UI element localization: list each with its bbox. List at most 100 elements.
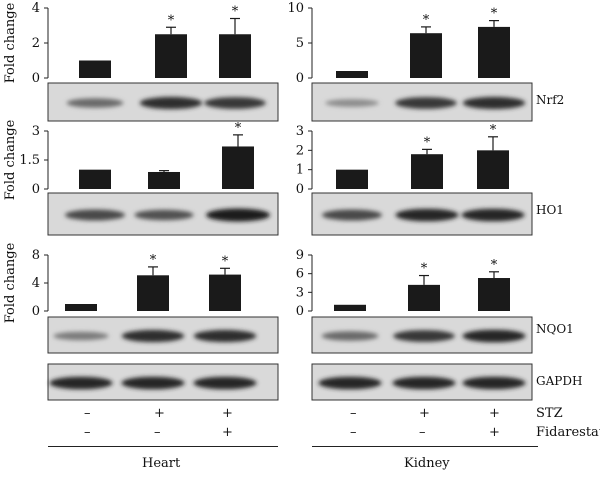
y-tick-label: 0 [296,304,304,319]
bar [155,34,187,78]
bar [222,146,254,189]
label-ho1: HO1 [536,203,564,217]
heart-group-label: Heart [142,456,181,471]
fid-heart-3: + [222,425,233,440]
significance-star: * [491,258,498,273]
label-gapdh: GAPDH [536,374,583,388]
bar [408,284,440,311]
y-axis-label: Fold change [3,119,18,200]
y-tick-label: 3 [296,285,304,300]
chart-kidney-ho1: 0 1 2 3 * * [296,123,509,197]
fid-kidney-3: + [489,425,500,440]
bar [148,171,180,189]
stz-label: STZ [536,406,563,421]
blot-band [318,376,382,390]
kidney-group-label: Kidney [404,456,450,471]
bar [137,275,169,311]
significance-star: * [222,254,229,269]
blot-band [121,376,185,390]
y-axis-label: Fold change [3,2,18,83]
bar [477,150,509,189]
y-tick-label: 0 [32,304,40,319]
y-tick-label: 0 [296,182,304,197]
chart-heart-ho1: 0 1.5 3 Fold change * [3,119,254,200]
label-nqo1: NQO1 [536,322,574,336]
y-tick-label: 4 [32,276,40,291]
y-tick-label: 2 [32,36,40,51]
blot-heart-gapdh [47,363,279,401]
blot-kidney-nrf2 [311,82,533,122]
significance-star: * [423,13,430,28]
blot-band [325,99,379,107]
chart-heart-nqo1: 0 4 8 Fold change * * [3,242,241,323]
bar [478,26,510,78]
blot-band [134,209,194,221]
bar [410,33,442,78]
fid-kidney-2: – [419,425,426,440]
y-tick-label: 0 [32,182,40,197]
y-tick-label: 8 [32,248,40,263]
y-tick-label: 2 [296,143,304,158]
bar [336,71,368,78]
blot-heart-nqo1 [47,316,279,354]
blot-band [49,376,113,390]
y-tick-label: 4 [32,1,40,16]
bar [79,60,111,78]
fid-heart-2: – [154,425,161,440]
blot-band [206,208,270,222]
y-tick-label: 1 [296,163,304,178]
y-tick-label: 5 [296,36,304,51]
bar [209,274,241,311]
stz-kidney-2: + [419,406,430,421]
blot-band [193,329,257,343]
blot-band [462,96,526,110]
blot-heart-nrf2 [47,82,279,122]
blot-band [53,331,109,341]
stz-heart-2: + [154,406,165,421]
blot-kidney-ho1 [311,192,533,236]
significance-star: * [232,5,239,20]
bar [219,34,251,78]
significance-star: * [491,7,498,22]
blot-band [321,331,379,341]
y-tick-label: 0 [32,71,40,86]
stz-heart-1: – [84,406,91,421]
chart-kidney-nqo1: 0 3 6 9 * * [296,248,510,319]
blot-band [193,376,257,390]
bar [65,304,97,311]
blot-band [462,329,526,343]
significance-star: * [421,262,428,277]
y-tick-label: 1.5 [19,153,40,168]
fid-kidney-1: – [350,425,357,440]
y-tick-label: 9 [296,248,304,263]
stz-kidney-3: + [489,406,500,421]
fid-heart-1: – [84,425,91,440]
y-tick-label: 6 [296,267,304,282]
stz-kidney-1: – [350,406,357,421]
kidney-group-line [312,446,538,447]
bar [478,278,510,311]
blot-band [139,96,203,110]
blot-band [322,209,382,221]
bar [79,169,111,189]
significance-star: * [424,135,431,150]
significance-star: * [490,123,497,138]
significance-star: * [150,253,157,268]
significance-star: * [235,121,242,136]
stz-heart-3: + [222,406,233,421]
blot-band [395,97,457,109]
blot-band [393,330,455,342]
y-tick-label: 10 [287,1,304,16]
fidarestat-label: Fidarestat [536,425,600,440]
heart-group-line [48,446,278,447]
bar [336,169,368,189]
label-nrf2: Nrf2 [536,93,565,107]
blot-heart-ho1 [47,192,279,236]
chart-heart-nrf2: 0 2 4 Fold change * * [3,1,251,86]
blot-kidney-nqo1 [311,316,533,354]
blot-band [204,97,266,109]
y-axis-label: Fold change [3,242,18,323]
significance-star: * [168,13,175,28]
